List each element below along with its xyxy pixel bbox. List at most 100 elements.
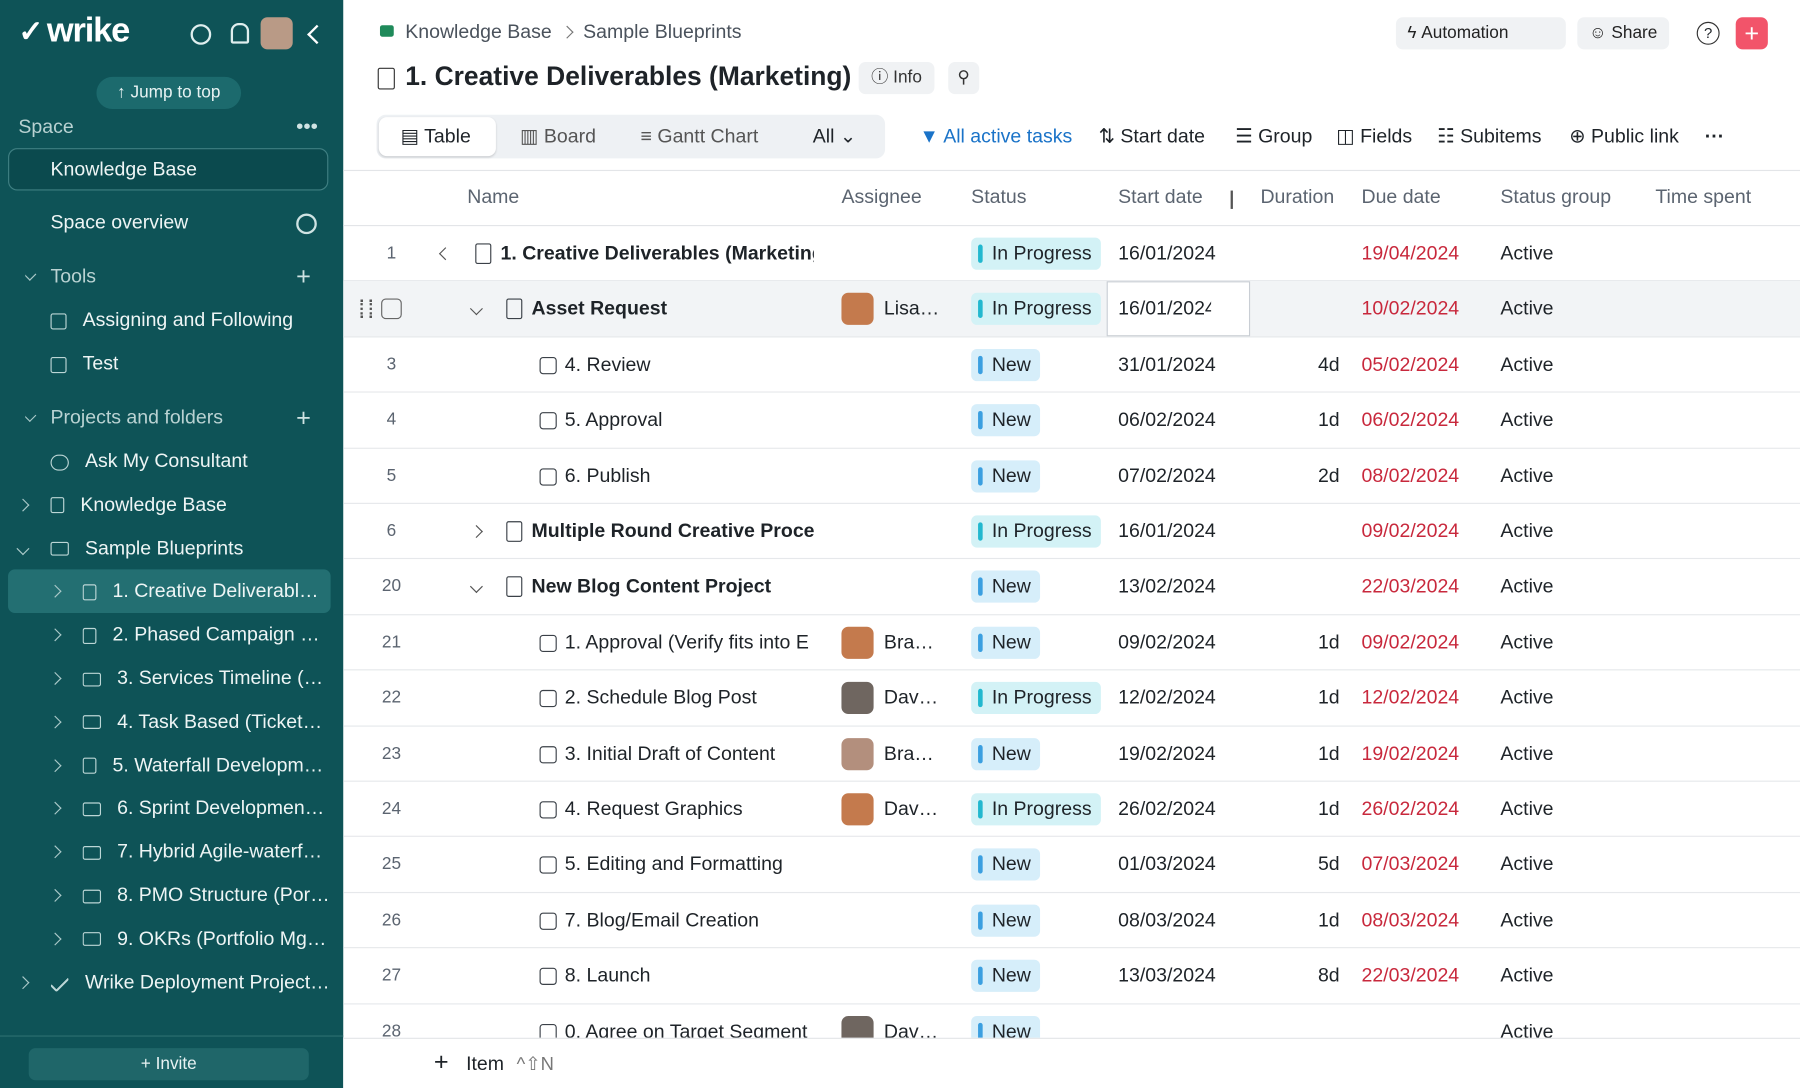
tree-item[interactable]: 3. Services Timeline (… xyxy=(82,658,329,699)
due-date[interactable]: 08/02/2024 xyxy=(1361,464,1460,487)
task-name[interactable]: 3. Initial Draft of Content xyxy=(564,742,776,765)
task-name[interactable]: 4. Request Graphics xyxy=(564,797,743,820)
start-date[interactable]: 16/01/2024 xyxy=(1118,242,1216,265)
add-tool[interactable]: + xyxy=(296,261,311,291)
duration[interactable]: 2d xyxy=(1317,464,1340,487)
add-project[interactable]: + xyxy=(296,402,311,432)
status-badge[interactable]: New xyxy=(971,1015,1041,1039)
expand-toggle[interactable] xyxy=(469,580,483,594)
tree-item[interactable]: Sample Blueprints xyxy=(50,528,329,569)
help-button[interactable]: ? xyxy=(1696,21,1720,45)
column-header[interactable]: Name xyxy=(467,185,520,208)
tree-item[interactable]: Ask My Consultant xyxy=(50,441,329,482)
expand-toggle[interactable] xyxy=(438,247,452,261)
start-date[interactable]: 16/01/2024 xyxy=(1118,297,1212,320)
status-badge[interactable]: In Progress xyxy=(971,682,1101,715)
breadcrumb-item[interactable]: Sample Blueprints xyxy=(583,20,742,43)
status-badge[interactable]: In Progress xyxy=(971,793,1101,826)
task-name[interactable]: 1. Approval (Verify fits into E xyxy=(564,631,809,653)
start-date[interactable]: 13/03/2024 xyxy=(1118,964,1216,987)
view-tab[interactable]: ≡ Gantt Chart xyxy=(640,125,759,147)
status-badge[interactable]: New xyxy=(971,904,1041,937)
toolbar-action[interactable]: ☰ Group xyxy=(1235,125,1313,147)
due-date[interactable]: 12/02/2024 xyxy=(1361,686,1460,709)
tool-item[interactable]: Assigning and Following xyxy=(50,300,293,341)
tree-item[interactable]: 2. Phased Campaign … xyxy=(82,614,329,655)
column-header[interactable]: Duration xyxy=(1260,185,1335,208)
due-date[interactable]: 26/02/2024 xyxy=(1361,797,1460,820)
status-badge[interactable]: New xyxy=(971,626,1041,659)
column-header[interactable]: Status xyxy=(971,185,1027,208)
toolbar-action[interactable]: ⇅ Start date xyxy=(1098,125,1205,147)
add-icon[interactable]: + xyxy=(433,1046,449,1076)
column-header[interactable]: Assignee xyxy=(841,185,922,208)
task-name[interactable]: 5. Editing and Formatting xyxy=(564,853,783,876)
task-name[interactable]: 7. Blog/Email Creation xyxy=(564,908,759,931)
duration[interactable]: 8d xyxy=(1317,964,1340,987)
add-item[interactable]: Item xyxy=(466,1052,505,1075)
table-row[interactable]: 4 5. Approval New 06/02/2024 1d 06/02/2024 Act… xyxy=(343,393,1800,449)
due-date[interactable]: 19/04/2024 xyxy=(1361,242,1460,265)
status-badge[interactable]: In Progress xyxy=(971,293,1101,326)
table-row[interactable]: 20 New Blog Content Project New 13/02/2024 2… xyxy=(343,560,1800,616)
tree-item[interactable]: Knowledge Base xyxy=(50,484,329,525)
status-badge[interactable]: New xyxy=(971,459,1041,493)
start-date[interactable]: 26/02/2024 xyxy=(1118,797,1216,820)
info-button[interactable]: ⓘ Info xyxy=(858,61,935,95)
table-row[interactable]: 28 0. Agree on Target Segment Dav… New Activ… xyxy=(343,1004,1800,1039)
task-name[interactable]: 2. Schedule Blog Post xyxy=(564,686,757,709)
share-button[interactable]: ☺ Share xyxy=(1577,17,1670,50)
tools-section[interactable]: Tools xyxy=(25,256,96,297)
task-name[interactable]: 1. Creative Deliverables (Marketing xyxy=(500,242,814,265)
status-badge[interactable]: New xyxy=(971,737,1041,770)
task-name[interactable]: 0. Agree on Target Segment xyxy=(564,1020,808,1039)
status-badge[interactable]: New xyxy=(971,959,1041,993)
start-date[interactable]: 19/02/2024 xyxy=(1118,742,1216,765)
status-badge[interactable]: In Progress xyxy=(971,237,1101,270)
table-row[interactable]: 25 5. Editing and Formatting New 01/03/2024… xyxy=(343,837,1800,893)
table-row[interactable]: 3 4. Review New 31/01/2024 4d 05/02/2024 Activ… xyxy=(343,337,1800,393)
table-row[interactable]: 5 6. Publish New 07/02/2024 2d 08/02/2024 Acti… xyxy=(343,448,1800,504)
space-select[interactable]: Knowledge Base xyxy=(8,148,329,191)
automation-button[interactable]: ϟ Automation xyxy=(1395,17,1566,50)
space-overview[interactable]: Space overview xyxy=(18,202,189,243)
status-badge[interactable]: New xyxy=(971,348,1041,381)
status-badge[interactable]: New xyxy=(971,570,1041,604)
tree-item[interactable]: 7. Hybrid Agile-waterf… xyxy=(82,831,329,872)
due-date[interactable]: 10/02/2024 xyxy=(1361,297,1460,320)
jump-to-top[interactable]: ↑ Jump to top xyxy=(96,76,242,110)
search-icon[interactable] xyxy=(190,24,212,45)
task-name[interactable]: 8. Launch xyxy=(564,964,651,987)
due-date[interactable]: 07/03/2024 xyxy=(1361,853,1460,876)
view-tab[interactable]: ▥ Board xyxy=(520,125,596,147)
tree-item[interactable]: 1. Creative Deliverabl… xyxy=(82,571,329,612)
task-name[interactable]: 4. Review xyxy=(564,353,651,376)
status-badge[interactable]: In Progress xyxy=(971,515,1101,548)
space-menu[interactable]: ••• xyxy=(296,114,318,138)
task-name[interactable]: 5. Approval xyxy=(564,408,663,431)
duration[interactable]: 4d xyxy=(1317,353,1340,376)
duration[interactable]: 1d xyxy=(1317,686,1340,709)
tree-item[interactable]: 5. Waterfall Developm… xyxy=(82,745,329,786)
new-button[interactable]: + xyxy=(1735,17,1768,50)
tree-item[interactable]: Wrike Deployment Project… xyxy=(50,962,328,1003)
due-date[interactable]: 22/03/2024 xyxy=(1361,964,1460,987)
task-name[interactable]: 6. Publish xyxy=(564,464,651,487)
more-button[interactable]: ··· xyxy=(1704,125,1725,147)
due-date[interactable]: 09/02/2024 xyxy=(1361,631,1460,653)
table-row[interactable]: 6 Multiple Round Creative Proces In Progre… xyxy=(343,504,1800,560)
toolbar-action[interactable]: ☷ Subitems xyxy=(1437,125,1542,147)
start-date[interactable]: 09/02/2024 xyxy=(1118,631,1216,653)
start-date[interactable]: 07/02/2024 xyxy=(1118,464,1216,487)
toolbar-action[interactable]: ⊕ Public link xyxy=(1569,125,1679,147)
duration[interactable]: 1d xyxy=(1317,742,1340,765)
duration[interactable]: 1d xyxy=(1317,908,1340,931)
table-row[interactable]: Asset Request Lisa… In Progress 16/01/2024 1… xyxy=(343,281,1800,338)
toolbar-action[interactable]: ◫ Fields xyxy=(1336,125,1413,147)
breadcrumb-item[interactable]: Knowledge Base xyxy=(405,20,552,43)
due-date[interactable]: 08/03/2024 xyxy=(1361,908,1460,931)
expand-toggle[interactable] xyxy=(469,525,483,538)
duration[interactable]: 1d xyxy=(1317,408,1340,431)
due-date[interactable]: 05/02/2024 xyxy=(1361,353,1460,376)
task-name[interactable]: Multiple Round Creative Proces xyxy=(531,520,814,542)
